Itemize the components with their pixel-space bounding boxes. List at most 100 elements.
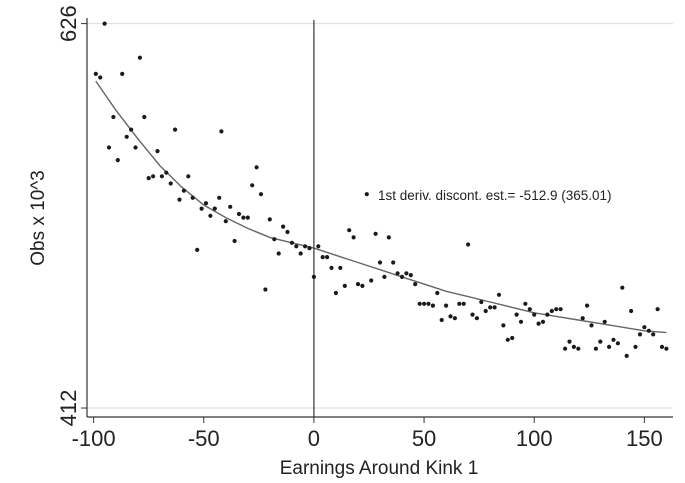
data-point-42 (276, 251, 281, 256)
data-point-123 (633, 344, 638, 349)
data-point-105 (554, 307, 559, 312)
data-point-38 (258, 192, 264, 197)
data-point-87 (474, 316, 479, 321)
x-tick-label-0: -100 (72, 426, 116, 451)
data-point-4 (111, 114, 116, 120)
data-point-110 (576, 346, 581, 351)
data-point-35 (245, 215, 250, 220)
data-point-83 (457, 301, 462, 306)
data-point-130 (664, 346, 669, 351)
data-point-49 (307, 246, 312, 251)
data-point-119 (615, 341, 621, 346)
data-point-81 (448, 314, 453, 319)
data-point-47 (298, 251, 303, 256)
data-point-71 (404, 271, 409, 276)
data-point-90 (488, 305, 493, 310)
axes (86, 18, 673, 418)
data-point-31 (228, 204, 233, 209)
data-point-28 (217, 195, 222, 200)
data-point-89 (483, 308, 488, 314)
data-point-7 (124, 134, 129, 139)
data-point-65 (377, 260, 383, 265)
y-tick-label-0: 412 (56, 390, 81, 427)
data-point-10 (137, 55, 142, 60)
data-point-127 (651, 332, 656, 337)
data-point-37 (254, 165, 259, 170)
data-point-86 (470, 312, 475, 317)
fit-curve (95, 80, 667, 334)
data-point-21 (186, 174, 191, 179)
y-tick-label-1: 626 (56, 5, 81, 42)
data-point-62 (364, 192, 369, 197)
data-point-75 (422, 301, 427, 306)
data-point-67 (386, 235, 391, 240)
data-point-125 (642, 325, 647, 330)
data-point-96 (514, 312, 519, 317)
data-point-84 (461, 301, 466, 306)
data-point-6 (120, 71, 125, 76)
data-point-1 (98, 75, 103, 80)
data-point-50 (311, 274, 316, 279)
data-point-97 (518, 319, 524, 324)
data-point-74 (417, 301, 422, 306)
data-point-108 (567, 339, 572, 344)
data-point-80 (444, 303, 449, 308)
data-point-17 (168, 181, 173, 186)
data-point-55 (333, 290, 338, 296)
data-point-70 (399, 274, 405, 279)
data-point-25 (203, 201, 209, 206)
data-point-15 (159, 174, 164, 179)
data-point-121 (624, 353, 629, 358)
data-point-2 (102, 21, 107, 26)
data-point-5 (115, 158, 120, 163)
data-point-30 (223, 219, 228, 224)
fit-curve-group (95, 80, 667, 334)
data-point-113 (589, 323, 594, 328)
data-point-8 (129, 127, 134, 132)
data-point-91 (492, 305, 497, 310)
data-point-95 (510, 335, 515, 341)
data-point-98 (523, 301, 528, 306)
data-point-122 (629, 308, 634, 314)
data-point-12 (146, 176, 151, 181)
data-point-61 (360, 283, 365, 288)
data-point-104 (549, 308, 554, 314)
data-point-106 (558, 307, 563, 312)
data-point-78 (435, 290, 440, 296)
x-tick-label-2: 0 (308, 426, 320, 451)
data-point-93 (501, 323, 506, 328)
data-point-88 (479, 299, 484, 305)
data-point-85 (466, 242, 471, 247)
data-point-16 (164, 170, 169, 175)
data-point-68 (391, 260, 396, 265)
data-point-33 (236, 211, 242, 217)
data-point-11 (142, 114, 147, 120)
data-point-114 (593, 346, 599, 351)
data-point-120 (620, 285, 625, 290)
data-point-20 (181, 188, 186, 193)
data-point-3 (106, 145, 112, 150)
x-tick-label-1: -50 (188, 426, 220, 451)
data-point-45 (289, 240, 294, 245)
data-point-101 (536, 321, 541, 326)
data-point-34 (241, 215, 246, 220)
data-point-48 (303, 244, 308, 249)
data-point-129 (659, 344, 665, 349)
data-point-32 (232, 238, 237, 244)
y-ticks: 412 626 (56, 5, 87, 426)
data-point-44 (285, 229, 290, 235)
data-point-52 (320, 255, 325, 260)
x-tick-label-3: 50 (412, 426, 436, 451)
data-point-116 (602, 319, 607, 324)
data-point-94 (505, 337, 510, 342)
data-point-79 (439, 317, 444, 323)
data-points (93, 21, 669, 358)
data-point-73 (413, 282, 418, 287)
data-point-26 (208, 213, 213, 218)
data-point-124 (637, 332, 643, 337)
data-point-22 (190, 195, 195, 200)
data-point-18 (173, 127, 178, 132)
data-point-100 (532, 312, 537, 317)
data-point-60 (355, 282, 361, 287)
